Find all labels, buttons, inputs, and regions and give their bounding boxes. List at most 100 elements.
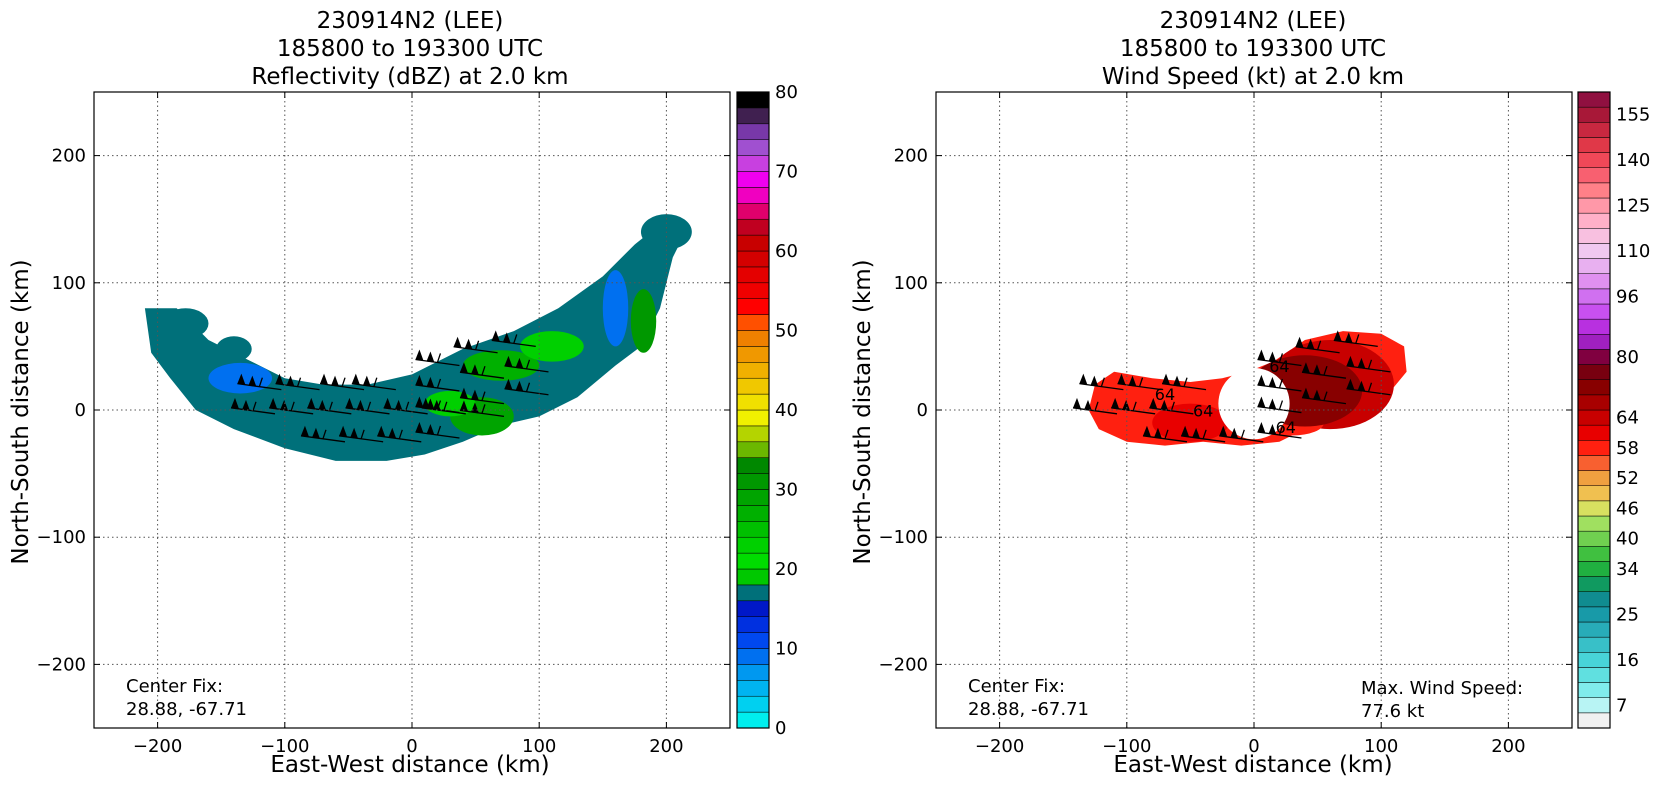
colorbar-segment (1577, 636, 1611, 653)
x-tick-label: 0 (406, 736, 417, 757)
wind-barb (307, 397, 352, 415)
colorbar-segment (1577, 455, 1611, 471)
y-tick-label: 100 (894, 273, 928, 294)
y-tick-label: 0 (75, 400, 86, 421)
colorbar-segment (1577, 530, 1611, 547)
wind-barb (230, 397, 276, 415)
colorbar-segment (1577, 167, 1611, 184)
wind-barb (275, 373, 320, 391)
colorbar-segment (1577, 424, 1611, 441)
colorbar-frame (1577, 91, 1611, 729)
contour-label: 64 (1155, 385, 1175, 404)
colorbar-segment (1577, 682, 1611, 698)
colorbar-segment (1577, 137, 1611, 153)
reflectivity-cell (462, 350, 540, 381)
center-fix-label: Center Fix: (968, 676, 1065, 697)
colorbar-tick-label: 30 (775, 480, 798, 501)
colorbar-segment (1577, 485, 1611, 502)
x-axis-label: East-West distance (km) (1113, 752, 1392, 778)
wind-barb (1333, 330, 1378, 348)
x-tick-label: 200 (649, 736, 683, 757)
wind-barb (339, 425, 384, 443)
colorbar-tick-label: 16 (1616, 650, 1639, 671)
colorbar-segment (736, 218, 770, 236)
wind-barb (1257, 349, 1302, 367)
colorbar-tick-label: 80 (1616, 347, 1639, 368)
colorbar-segment (1577, 212, 1611, 229)
wind-barb (1346, 355, 1391, 373)
y-axis-label: North-South distance (km) (8, 259, 34, 564)
colorbar-tick-label: 50 (775, 321, 798, 342)
colorbar-segment (736, 346, 770, 363)
contour-label: 64 (1193, 401, 1213, 420)
x-tick-label: −100 (260, 736, 309, 757)
wind-barb (1346, 378, 1391, 396)
colorbar-segment (736, 473, 770, 490)
wind-barb (1072, 397, 1118, 415)
reflectivity-cell (162, 308, 209, 339)
colorbar-segment (1577, 228, 1611, 244)
reflectivity-cell (602, 270, 629, 347)
colorbar-segment (736, 616, 770, 633)
colorbar-segment (736, 711, 770, 729)
colorbar-segment (1577, 318, 1611, 335)
colorbar-tick-label: 110 (1616, 241, 1650, 262)
wind-barb (383, 397, 428, 415)
max-wind-label: Max. Wind Speed: (1361, 678, 1523, 699)
colorbar-frame (736, 91, 770, 729)
panel-reflectivity: 230914N2 (LEE) 185800 to 193300 UTC Refl… (8, 8, 798, 778)
y-tick-label: 0 (917, 400, 928, 421)
colorbar-segment (1577, 288, 1611, 305)
wind-barb (1142, 425, 1188, 443)
x-tick-label: −200 (975, 736, 1024, 757)
colorbar-tick-label: 40 (1616, 529, 1639, 550)
colorbar-segment (736, 695, 770, 713)
wind-barb (459, 362, 505, 379)
colorbar-segment (1577, 91, 1611, 108)
panel-title-line-1: 230914N2 (LEE) (317, 8, 504, 34)
wind-barb (1181, 425, 1226, 443)
wind-barb (1257, 374, 1302, 392)
colorbar-tick-label: 70 (775, 162, 798, 183)
contour-label: 64 (1276, 418, 1296, 437)
colorbar-segment (1577, 349, 1611, 365)
wind-barb (1117, 373, 1162, 391)
wind-barb (491, 330, 536, 348)
wind-barb (319, 373, 365, 391)
wind-barb (377, 425, 422, 443)
colorbar-tick-label: 155 (1616, 105, 1650, 126)
colorbar-tick-label: 7 (1616, 695, 1627, 716)
colorbar-segment (736, 234, 770, 252)
colorbar-segment (736, 91, 770, 109)
wind-cell (1152, 403, 1229, 442)
y-axis-label: North-South distance (km) (850, 259, 876, 564)
wind-barb (453, 336, 498, 354)
colorbar-tick-label: 34 (1616, 559, 1639, 580)
colorbar-segment (1577, 379, 1611, 396)
wind-barb (269, 397, 314, 415)
colorbar-segment (1577, 652, 1611, 668)
wind-barb (1161, 373, 1207, 391)
colorbar-segment (1577, 106, 1611, 123)
colorbar-segment (736, 171, 770, 188)
colorbar-segment (736, 632, 770, 649)
wind-barb (351, 373, 396, 391)
colorbar-tick-label: 25 (1616, 604, 1639, 625)
colorbar-segment (1577, 697, 1611, 714)
colorbar-segment (1577, 606, 1611, 623)
colorbar-segment (736, 314, 770, 331)
colorbar-segment (736, 536, 770, 554)
colorbar-tick-label: 20 (775, 559, 798, 580)
wind-barb (345, 397, 390, 415)
y-tick-label: 200 (894, 146, 928, 167)
colorbar-segment (736, 648, 770, 665)
wind-barb (415, 374, 460, 392)
colorbar-segment (1577, 258, 1611, 274)
colorbar-segment (736, 568, 770, 586)
wind-barb (415, 421, 460, 439)
center-fix-value: 28.88, -67.71 (126, 699, 247, 720)
colorbar-segment (1577, 515, 1611, 532)
colorbar-segment (1577, 712, 1611, 729)
